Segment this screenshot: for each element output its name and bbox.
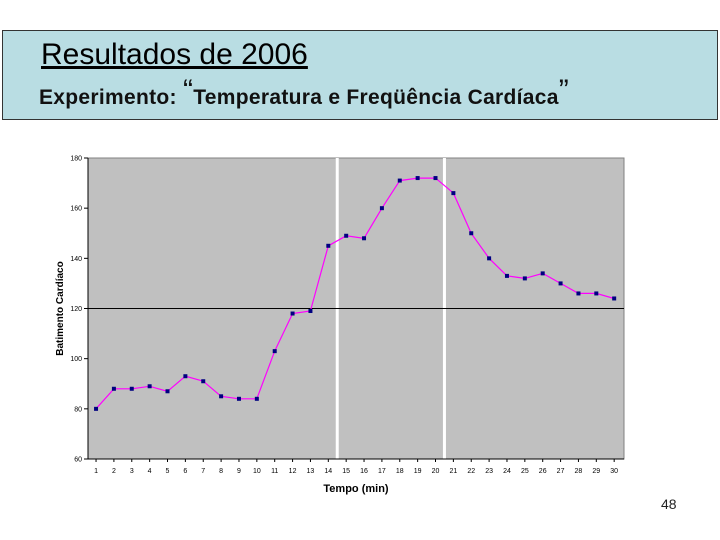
data-point	[451, 191, 456, 196]
x-tick-label: 7	[201, 468, 205, 475]
x-tick-label: 13	[307, 468, 315, 475]
data-point	[272, 349, 277, 354]
data-point	[165, 389, 170, 394]
data-point	[415, 176, 420, 181]
x-tick-label: 9	[237, 468, 241, 475]
series-line-1	[95, 177, 615, 410]
y-tick-label: 80	[74, 406, 82, 413]
x-tick-label: 8	[219, 468, 223, 475]
page-number: 48	[661, 496, 677, 512]
data-point	[290, 311, 295, 316]
y-tick-label: 160	[70, 206, 82, 213]
x-tick-label: 6	[183, 468, 187, 475]
x-tick-label: 11	[271, 468, 278, 475]
x-tick-label: 22	[467, 468, 475, 475]
subtitle-prefix: Experimento:	[39, 86, 177, 109]
data-point	[504, 273, 509, 278]
data-point	[129, 386, 134, 391]
x-tick-label: 30	[610, 468, 618, 475]
x-tick-label: 17	[378, 468, 386, 475]
x-tick-label: 27	[557, 468, 565, 475]
x-tick-label: 10	[253, 468, 261, 475]
data-point	[469, 231, 474, 236]
data-point	[379, 206, 384, 211]
data-point	[362, 236, 367, 241]
data-point	[236, 396, 241, 401]
x-tick-label: 18	[396, 468, 404, 475]
x-tick-label: 4	[148, 468, 152, 475]
close-quote: ”	[558, 74, 570, 107]
x-tick-label: 26	[539, 468, 547, 475]
open-quote: “	[182, 74, 194, 107]
title-banner: Resultados de 2006 Experimento: “Tempera…	[2, 30, 718, 120]
y-tick-label: 140	[70, 256, 82, 263]
data-point	[344, 233, 349, 238]
x-tick-label: 19	[414, 468, 422, 475]
y-tick-label: 120	[70, 306, 82, 313]
data-point	[576, 291, 581, 296]
x-axis-label: Tempo (min)	[323, 483, 389, 495]
data-point	[201, 379, 206, 384]
data-point	[522, 276, 527, 281]
data-point	[326, 243, 331, 248]
data-point	[397, 178, 402, 183]
x-tick-label: 25	[521, 468, 529, 475]
data-point	[558, 281, 563, 286]
data-point	[308, 309, 313, 314]
data-point	[147, 384, 152, 389]
y-tick-label: 100	[70, 356, 82, 363]
subtitle-text: Temperatura e Freqüência Cardíaca	[193, 86, 559, 109]
data-point	[433, 176, 438, 181]
data-point	[612, 296, 617, 301]
x-tick-label: 15	[342, 468, 350, 475]
data-point	[487, 256, 492, 261]
x-tick-label: 29	[592, 468, 600, 475]
x-tick-label: 24	[503, 468, 511, 475]
x-tick-label: 12	[289, 468, 297, 475]
x-tick-label: 20	[432, 468, 440, 475]
x-tick-label: 16	[360, 468, 368, 475]
data-point	[94, 406, 99, 411]
x-tick-label: 28	[575, 468, 583, 475]
x-tick-label: 23	[485, 468, 493, 475]
x-tick-label: 14	[324, 468, 332, 475]
slide-title: Resultados de 2006	[41, 38, 308, 71]
x-tick-label: 3	[130, 468, 134, 475]
data-point	[183, 374, 188, 379]
data-point	[540, 271, 545, 276]
x-tick-label: 21	[449, 468, 457, 475]
y-axis-label: Batimento Cardíaco	[55, 261, 66, 355]
data-point	[594, 291, 599, 296]
x-tick-label: 2	[112, 468, 116, 475]
data-point	[219, 394, 224, 399]
x-tick-label: 5	[166, 468, 170, 475]
data-point	[111, 386, 116, 391]
data-point	[254, 396, 259, 401]
slide-subtitle: Experimento: “Temperatura e Freqüência C…	[39, 74, 569, 112]
y-tick-label: 180	[70, 156, 82, 163]
y-tick-label: 60	[74, 457, 82, 464]
x-tick-label: 1	[94, 468, 98, 475]
